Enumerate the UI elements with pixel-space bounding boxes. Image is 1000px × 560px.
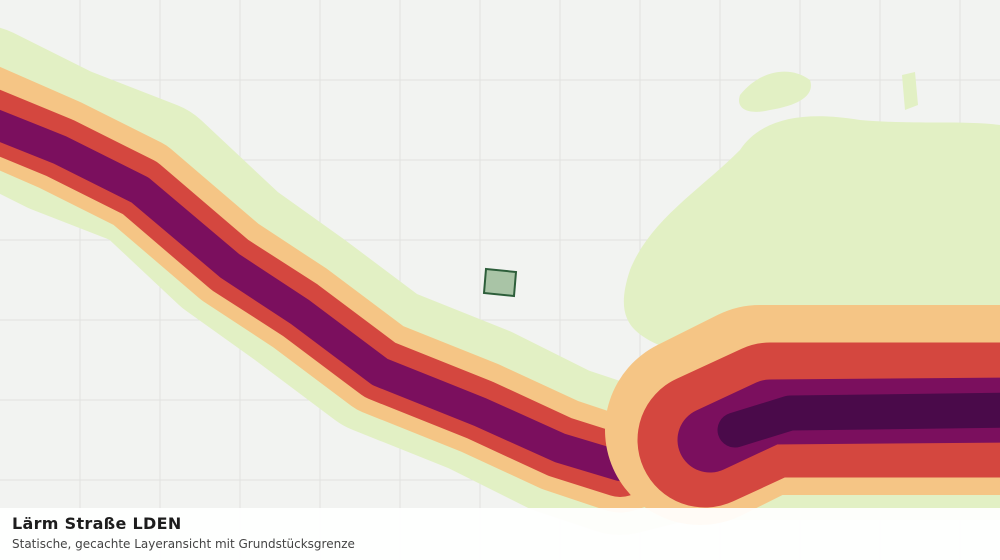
noise-zone-low [902, 72, 918, 110]
layer-title: Lärm Straße LDEN [12, 514, 182, 533]
legend-panel: Lärm Straße LDEN Statische, gecachte Lay… [0, 508, 1000, 560]
layer-subtitle: Statische, gecachte Layeransicht mit Gru… [12, 537, 355, 551]
noise-zone-low [739, 71, 811, 112]
parcel-boundary[interactable] [482, 267, 518, 298]
road-noise-bands [0, 27, 1000, 535]
